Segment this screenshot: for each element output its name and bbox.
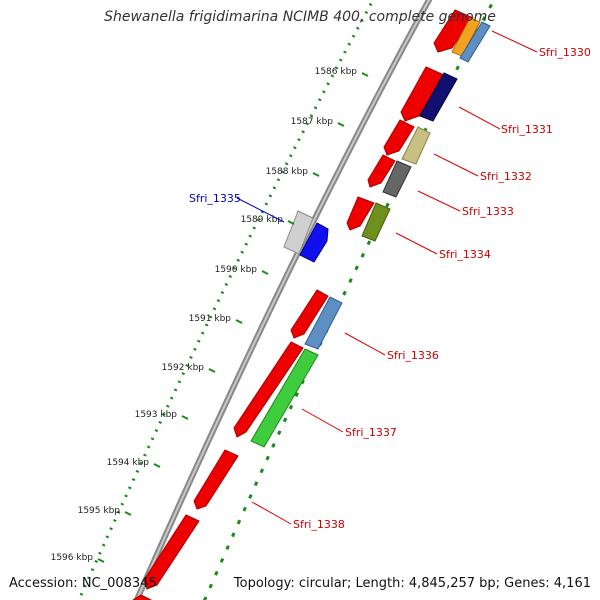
ruler-tick-label: 1591 kbp xyxy=(189,314,232,324)
gene-label-sfri-1336[interactable]: Sfri_1336 xyxy=(387,349,439,362)
orf-arrow[interactable] xyxy=(433,9,474,53)
ruler-tick-label: 1593 kbp xyxy=(135,410,178,420)
orf-block-steelblue-2[interactable] xyxy=(304,296,343,350)
ruler-inner-dashed-line xyxy=(203,0,496,600)
ruler-tick-label: 1589 kbp xyxy=(241,215,284,225)
topology-label: Topology: circular; Length: 4,845,257 bp… xyxy=(233,576,591,591)
ruler-tick-label: 1587 kbp xyxy=(291,117,334,127)
orf-arrow[interactable] xyxy=(383,119,415,156)
genome-backbone xyxy=(133,0,433,600)
gene-label-sfri-1330[interactable]: Sfri_1330 xyxy=(539,46,591,59)
ruler-ticks: 1586 kbp 1587 kbp 1588 kbp 1589 kbp 1590 kbp… xyxy=(51,67,369,563)
orf-pair-sfri-1335 xyxy=(283,210,329,263)
map-title: Shewanella frigidimarina NCIMB 400, comp… xyxy=(104,9,496,25)
ruler-tick-label: 1588 kbp xyxy=(266,167,309,177)
ruler-tick-mark xyxy=(361,72,369,77)
ruler-tick-mark xyxy=(153,463,161,468)
gene-labels: Sfri_1330 Sfri_1331 Sfri_1332 Sfri_1333 … xyxy=(189,46,591,531)
orf-block-khaki[interactable] xyxy=(401,126,431,165)
ruler-tick-label: 1596 kbp xyxy=(51,553,94,563)
ruler-tick-mark xyxy=(124,511,132,516)
orf-arrow[interactable] xyxy=(132,594,152,600)
orf-block-green[interactable] xyxy=(250,348,319,448)
ruler-tick-label: 1592 kbp xyxy=(162,363,205,373)
gene-label-sfri-1333[interactable]: Sfri_1333 xyxy=(462,205,514,218)
ruler-tick-label: 1590 kbp xyxy=(215,265,258,275)
ruler-tick-mark xyxy=(287,220,295,225)
ruler-tick-label: 1595 kbp xyxy=(78,506,121,516)
orf-arrow[interactable] xyxy=(193,449,239,510)
gene-label-sfri-1337[interactable]: Sfri_1337 xyxy=(345,426,397,439)
ruler-tick-label: 1594 kbp xyxy=(107,458,150,468)
orf-block-darkgrey[interactable] xyxy=(382,160,412,198)
orf-block-olive[interactable] xyxy=(361,202,391,242)
orf-block-navy[interactable] xyxy=(419,72,458,122)
orf-track-forward xyxy=(250,17,491,448)
ruler-tick-mark xyxy=(261,270,269,275)
gene-label-sfri-1335[interactable]: Sfri_1335 xyxy=(189,192,241,205)
gene-label-sfri-1332[interactable]: Sfri_1332 xyxy=(480,170,532,183)
ruler-tick-mark xyxy=(312,172,320,177)
accession-label: Accession: NC_008345 xyxy=(9,576,157,591)
ruler-tick-mark xyxy=(337,122,345,127)
ruler-tick-mark xyxy=(208,368,216,373)
ruler-tick-mark xyxy=(235,319,243,324)
orf-arrow[interactable] xyxy=(233,341,304,438)
orf-block-steelblue[interactable] xyxy=(459,21,491,63)
callout-lines xyxy=(236,30,538,525)
ruler-tick-label: 1586 kbp xyxy=(315,67,358,77)
orf-arrow[interactable] xyxy=(400,66,445,122)
gene-label-sfri-1331[interactable]: Sfri_1331 xyxy=(501,123,553,136)
orf-arrow[interactable] xyxy=(367,154,396,188)
orf-track-reverse xyxy=(132,9,474,600)
orf-arrow-blue[interactable] xyxy=(299,222,329,263)
orf-block-lightgrey[interactable] xyxy=(283,210,314,255)
ruler-tick-mark xyxy=(97,558,105,563)
orf-arrow[interactable] xyxy=(290,289,329,339)
gene-label-sfri-1334[interactable]: Sfri_1334 xyxy=(439,248,491,261)
orf-arrow[interactable] xyxy=(346,196,375,231)
ruler-tick-mark xyxy=(181,415,189,420)
orf-arrow[interactable] xyxy=(143,514,200,590)
gene-label-sfri-1338[interactable]: Sfri_1338 xyxy=(293,518,345,531)
